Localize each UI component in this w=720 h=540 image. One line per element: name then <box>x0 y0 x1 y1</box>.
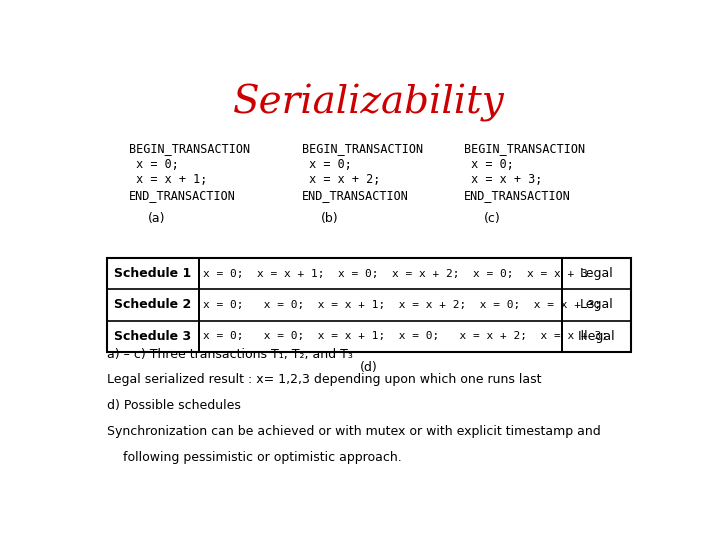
Text: BEGIN_TRANSACTION: BEGIN_TRANSACTION <box>464 141 585 155</box>
Text: Legal serialized result : x= 1,2,3 depending upon which one runs last: Legal serialized result : x= 1,2,3 depen… <box>107 373 541 386</box>
Text: x = 0;  x = x + 1;  x = 0;  x = x + 2;  x = 0;  x = x + 3: x = 0; x = x + 1; x = 0; x = x + 2; x = … <box>203 269 588 279</box>
Text: BEGIN_TRANSACTION: BEGIN_TRANSACTION <box>302 141 423 155</box>
Text: (c): (c) <box>483 212 500 225</box>
Text: x = 0;: x = 0; <box>302 158 352 171</box>
Text: x = 0;: x = 0; <box>129 158 179 171</box>
Text: END_TRANSACTION: END_TRANSACTION <box>302 189 409 202</box>
Text: Schedule 1: Schedule 1 <box>114 267 192 280</box>
Text: following pessimistic or optimistic approach.: following pessimistic or optimistic appr… <box>107 451 402 464</box>
Text: x = x + 2;: x = x + 2; <box>302 173 380 186</box>
Text: Legal: Legal <box>580 299 613 312</box>
Text: x = 0;   x = 0;  x = x + 1;  x = 0;   x = x + 2;  x = x + 3;: x = 0; x = 0; x = x + 1; x = 0; x = x + … <box>203 331 608 341</box>
Text: END_TRANSACTION: END_TRANSACTION <box>129 189 236 202</box>
Text: x = 0;   x = 0;  x = x + 1;  x = x + 2;  x = 0;  x = x + 3;: x = 0; x = 0; x = x + 1; x = x + 2; x = … <box>203 300 601 310</box>
FancyBboxPatch shape <box>107 258 631 352</box>
Text: Serializability: Serializability <box>233 84 505 122</box>
Text: END_TRANSACTION: END_TRANSACTION <box>464 189 571 202</box>
Text: x = x + 3;: x = x + 3; <box>464 173 542 186</box>
Text: d) Possible schedules: d) Possible schedules <box>107 399 240 412</box>
Text: (d): (d) <box>360 361 378 374</box>
Text: Schedule 2: Schedule 2 <box>114 299 192 312</box>
Text: BEGIN_TRANSACTION: BEGIN_TRANSACTION <box>129 141 250 155</box>
Text: Legal: Legal <box>580 267 613 280</box>
Text: Schedule 3: Schedule 3 <box>114 329 192 342</box>
Text: x = x + 1;: x = x + 1; <box>129 173 207 186</box>
Text: (a): (a) <box>148 212 166 225</box>
Text: Illegal: Illegal <box>577 329 615 342</box>
Text: a) – c) Three transactions T₁, T₂, and T₃: a) – c) Three transactions T₁, T₂, and T… <box>107 348 353 361</box>
Text: x = 0;: x = 0; <box>464 158 514 171</box>
Text: (b): (b) <box>321 212 338 225</box>
Text: Synchronization can be achieved or with mutex or with explicit timestamp and: Synchronization can be achieved or with … <box>107 425 600 438</box>
